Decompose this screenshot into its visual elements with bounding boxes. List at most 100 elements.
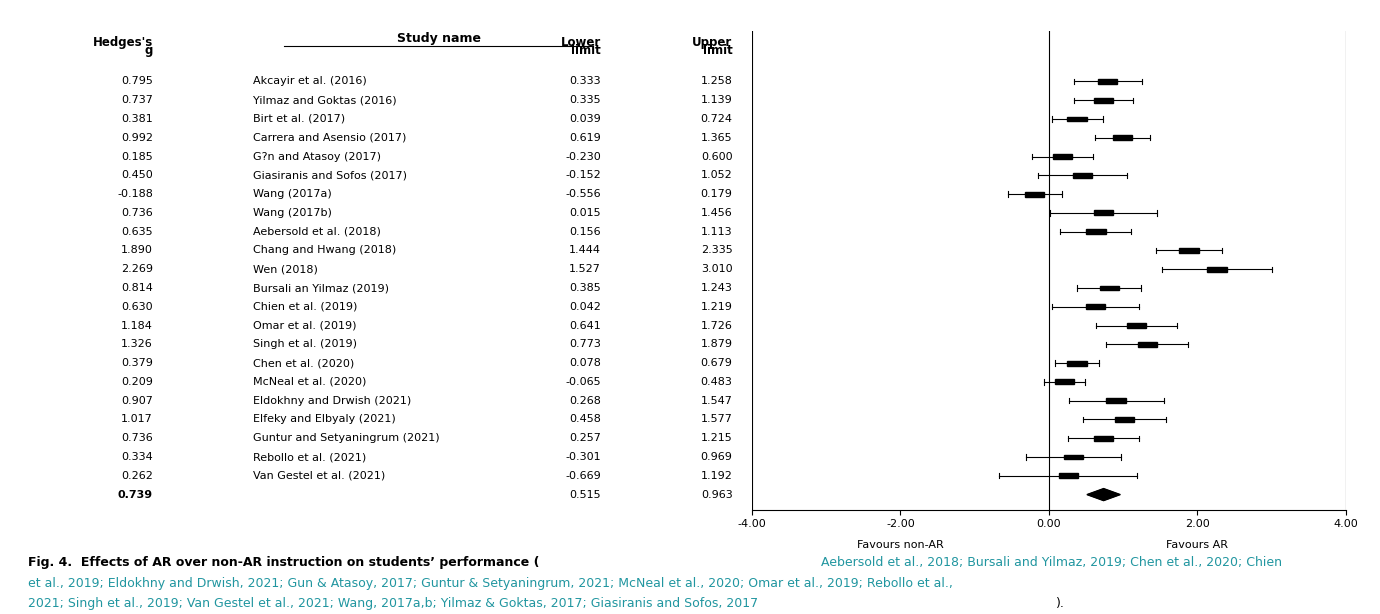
Text: Omar et al. (2019): Omar et al. (2019)	[254, 321, 357, 330]
Text: 1.052: 1.052	[701, 170, 733, 181]
Text: 0.078: 0.078	[570, 358, 602, 368]
Text: 0.156: 0.156	[570, 227, 602, 236]
Text: -0.188: -0.188	[117, 189, 153, 199]
Bar	[1127, 323, 1147, 328]
Text: Giasiranis and Sofos (2017): Giasiranis and Sofos (2017)	[254, 170, 407, 181]
Text: 0.739: 0.739	[117, 489, 153, 500]
Text: Singh et al. (2019): Singh et al. (2019)	[254, 340, 357, 349]
Text: Favours non-AR: Favours non-AR	[857, 540, 944, 550]
Bar	[1094, 211, 1114, 216]
Text: 0.736: 0.736	[121, 433, 153, 443]
Text: 0.458: 0.458	[570, 414, 602, 424]
Text: 0.257: 0.257	[570, 433, 602, 443]
Text: Akcayir et al. (2016): Akcayir et al. (2016)	[254, 76, 367, 87]
Text: 0.907: 0.907	[121, 395, 153, 406]
Text: Guntur and Setyaningrum (2021): Guntur and Setyaningrum (2021)	[254, 433, 440, 443]
Text: 1.113: 1.113	[701, 227, 733, 236]
Bar	[1086, 305, 1105, 309]
Text: 0.515: 0.515	[570, 489, 602, 500]
Bar	[1098, 79, 1118, 84]
Text: 0.015: 0.015	[570, 208, 602, 218]
Bar	[1025, 192, 1045, 196]
Text: Study name: Study name	[397, 32, 480, 45]
Text: 1.527: 1.527	[570, 264, 602, 274]
Text: Bursali an Yilmaz (2019): Bursali an Yilmaz (2019)	[254, 283, 389, 293]
Text: 1.577: 1.577	[701, 414, 733, 424]
Text: 0.039: 0.039	[570, 114, 602, 124]
Bar	[1086, 229, 1105, 234]
Bar	[1100, 286, 1119, 290]
Bar	[1180, 248, 1199, 253]
Text: 0.773: 0.773	[570, 340, 602, 349]
Text: -0.230: -0.230	[566, 152, 602, 161]
Bar	[1067, 117, 1086, 122]
Text: Elfeky and Elbyaly (2021): Elfeky and Elbyaly (2021)	[254, 414, 396, 424]
Text: 0.992: 0.992	[121, 133, 153, 142]
Text: 0.795: 0.795	[121, 76, 153, 87]
Text: limit: limit	[702, 44, 733, 57]
Text: 0.042: 0.042	[570, 302, 602, 312]
Bar	[1053, 154, 1072, 159]
Text: 0.262: 0.262	[121, 471, 153, 481]
Text: 1.726: 1.726	[701, 321, 733, 330]
Text: 0.736: 0.736	[121, 208, 153, 218]
Text: 3.010: 3.010	[701, 264, 733, 274]
Text: Chien et al. (2019): Chien et al. (2019)	[254, 302, 357, 312]
Bar	[1112, 135, 1132, 140]
Text: Yilmaz and Goktas (2016): Yilmaz and Goktas (2016)	[254, 95, 397, 105]
Bar	[1054, 379, 1074, 384]
Text: 0.814: 0.814	[121, 283, 153, 293]
Text: 0.335: 0.335	[570, 95, 602, 105]
Text: 0.385: 0.385	[570, 283, 602, 293]
Text: 0.619: 0.619	[570, 133, 602, 142]
Text: Upper: Upper	[693, 36, 733, 50]
Text: Wen (2018): Wen (2018)	[254, 264, 319, 274]
Bar	[1064, 454, 1083, 459]
Text: Lower: Lower	[560, 36, 602, 50]
Text: -0.301: -0.301	[566, 452, 602, 462]
Text: 1.017: 1.017	[121, 414, 153, 424]
Text: et al., 2019; Eldokhny and Drwish, 2021; Gun & Atasoy, 2017; Guntur & Setyaningr: et al., 2019; Eldokhny and Drwish, 2021;…	[28, 577, 952, 590]
Bar	[1067, 360, 1086, 365]
Text: Rebollo et al. (2021): Rebollo et al. (2021)	[254, 452, 367, 462]
Polygon shape	[1087, 489, 1121, 500]
Text: 1.365: 1.365	[701, 133, 733, 142]
Text: 0.483: 0.483	[701, 377, 733, 387]
Text: -0.152: -0.152	[566, 170, 602, 181]
Bar	[1072, 173, 1092, 178]
Text: -0.065: -0.065	[566, 377, 602, 387]
Text: 0.209: 0.209	[121, 377, 153, 387]
Text: 0.635: 0.635	[121, 227, 153, 236]
Bar	[1107, 398, 1126, 403]
Text: 1.456: 1.456	[701, 208, 733, 218]
Text: 0.630: 0.630	[121, 302, 153, 312]
Text: Hedges's: Hedges's	[92, 36, 153, 50]
Text: Wang (2017b): Wang (2017b)	[254, 208, 333, 218]
Text: 0.381: 0.381	[121, 114, 153, 124]
Text: Favours AR: Favours AR	[1166, 540, 1228, 550]
Text: 1.184: 1.184	[121, 321, 153, 330]
Text: 0.450: 0.450	[121, 170, 153, 181]
Bar	[1137, 342, 1156, 347]
Text: 0.179: 0.179	[701, 189, 733, 199]
Text: Van Gestel et al. (2021): Van Gestel et al. (2021)	[254, 471, 385, 481]
Text: 0.963: 0.963	[701, 489, 733, 500]
Text: 0.679: 0.679	[701, 358, 733, 368]
Text: Eldokhny and Drwish (2021): Eldokhny and Drwish (2021)	[254, 395, 411, 406]
Text: 0.379: 0.379	[121, 358, 153, 368]
Text: 0.185: 0.185	[121, 152, 153, 161]
Text: Chang and Hwang (2018): Chang and Hwang (2018)	[254, 246, 396, 255]
Bar	[1094, 436, 1114, 441]
Text: ).: ).	[1056, 597, 1064, 610]
Text: 1.243: 1.243	[701, 283, 733, 293]
Text: Chen et al. (2020): Chen et al. (2020)	[254, 358, 355, 368]
Text: Fig. 4.  Effects of AR over non-AR instruction on students’ performance (: Fig. 4. Effects of AR over non-AR instru…	[28, 556, 540, 569]
Text: Aebersold et al., 2018; Bursali and Yilmaz, 2019; Chen et al., 2020; Chien: Aebersold et al., 2018; Bursali and Yilm…	[821, 556, 1282, 569]
Text: 0.268: 0.268	[570, 395, 602, 406]
Text: limit: limit	[571, 44, 602, 57]
Text: 1.219: 1.219	[701, 302, 733, 312]
Text: 1.890: 1.890	[121, 246, 153, 255]
Text: g: g	[145, 44, 153, 57]
Text: 2.269: 2.269	[121, 264, 153, 274]
Text: 2.335: 2.335	[701, 246, 733, 255]
